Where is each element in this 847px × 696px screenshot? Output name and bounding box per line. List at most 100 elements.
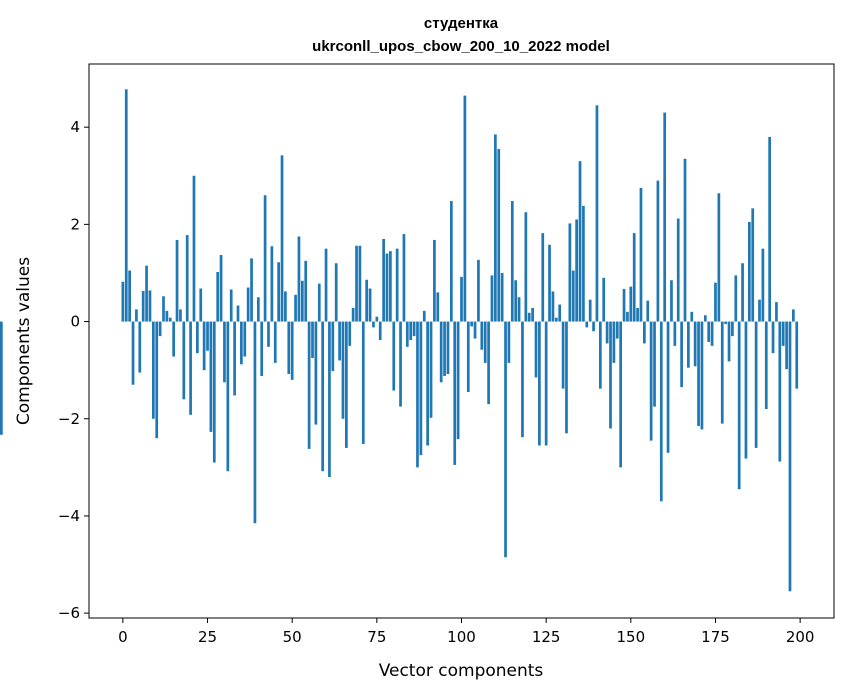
bar-component-undefined	[0, 321, 3, 435]
bar-component-192	[771, 321, 775, 354]
bar-component-133	[571, 270, 575, 322]
bar-component-31	[226, 321, 230, 472]
y-tick-label: 2	[70, 215, 80, 233]
x-tick-label: 75	[367, 628, 386, 646]
bar-component-83	[402, 234, 406, 322]
bar-component-190	[764, 321, 768, 410]
bar-component-105	[477, 259, 480, 322]
bar-component-166	[683, 158, 687, 322]
x-tick-label: 100	[447, 628, 476, 646]
bar-component-171	[700, 321, 704, 430]
bar-component-189	[761, 248, 765, 322]
bar-component-180	[731, 321, 734, 337]
bar-component-21	[192, 175, 196, 322]
bar-component-48	[284, 291, 287, 322]
bar-component-69	[355, 245, 358, 322]
bar-component-154	[643, 321, 646, 344]
bar-component-5	[138, 321, 142, 373]
bar-component-108	[487, 321, 490, 405]
y-tick-label: 4	[70, 118, 80, 136]
bar-component-137	[585, 321, 589, 328]
bar-component-95	[443, 321, 446, 376]
bar-component-53	[300, 280, 304, 322]
bar-component-132	[568, 223, 572, 322]
x-tick-label: 50	[283, 628, 302, 646]
bar-component-115	[510, 201, 514, 322]
bar-component-150	[629, 286, 633, 322]
bar-component-147	[619, 321, 623, 468]
bar-component-155	[646, 300, 650, 322]
bar-component-70	[358, 245, 362, 322]
bar-component-167	[687, 321, 690, 368]
bar-component-38	[250, 258, 253, 322]
bar-component-42	[263, 195, 267, 322]
bar-component-173	[707, 321, 711, 342]
bar-component-80	[392, 321, 396, 391]
bar-component-61	[328, 321, 331, 478]
bar-component-94	[439, 321, 443, 383]
bar-component-90	[426, 321, 429, 446]
bar-component-104	[473, 321, 477, 339]
bar-component-12	[162, 296, 165, 322]
bar-component-33	[233, 321, 236, 396]
bar-component-187	[754, 321, 758, 448]
bar-component-117	[517, 297, 521, 322]
bar-component-128	[554, 317, 558, 322]
bar-component-89	[422, 310, 426, 322]
bar-component-139	[592, 321, 595, 332]
bar-component-1	[124, 89, 128, 322]
x-tick-label: 125	[532, 628, 561, 646]
bar-component-40	[256, 297, 260, 322]
plot-frame	[88, 63, 835, 619]
bar-component-165	[680, 321, 683, 388]
bar-component-162	[670, 280, 673, 322]
bar-component-134	[575, 219, 578, 322]
bar-component-140	[595, 105, 599, 322]
bar-component-18	[182, 321, 186, 400]
bar-component-73	[368, 288, 372, 322]
bar-component-0	[121, 281, 125, 322]
bar-component-114	[507, 321, 511, 363]
bar-component-24	[202, 321, 206, 371]
y-tick-label: 0	[70, 313, 80, 331]
bar-component-84	[405, 321, 409, 347]
bar-component-197	[788, 321, 792, 592]
bar-component-144	[609, 321, 612, 429]
bar-component-176	[717, 193, 721, 322]
bar-component-65	[341, 321, 345, 419]
bar-component-141	[598, 321, 602, 389]
bar-component-88	[419, 321, 423, 456]
bar-component-97	[449, 201, 453, 322]
bar-component-178	[724, 321, 727, 324]
x-tick-label: 0	[118, 628, 128, 646]
bar-component-161	[666, 321, 670, 453]
bar-component-142	[602, 277, 606, 322]
x-tick-label: 200	[786, 628, 815, 646]
bar-component-16	[175, 239, 179, 322]
bar-component-37	[246, 287, 250, 322]
bar-component-123	[538, 321, 541, 446]
x-tick-label: 150	[616, 628, 645, 646]
bar-component-129	[558, 304, 562, 322]
y-tick-label: −6	[58, 604, 80, 622]
bar-component-120	[527, 312, 531, 322]
bar-component-136	[582, 205, 585, 322]
bar-component-118	[521, 321, 524, 438]
bar-component-78	[385, 253, 389, 322]
bar-component-111	[497, 149, 501, 322]
bar-component-57	[314, 321, 318, 425]
bar-component-56	[311, 321, 314, 359]
bar-component-64	[338, 321, 341, 361]
bar-component-10	[155, 321, 159, 439]
bar-component-182	[737, 321, 741, 490]
bar-component-93	[436, 292, 440, 322]
bar-component-58	[317, 283, 321, 322]
bar-component-72	[365, 279, 369, 322]
bar-component-181	[734, 275, 738, 322]
bar-component-91	[429, 321, 433, 418]
bar-component-124	[541, 233, 545, 322]
bar-component-71	[361, 321, 365, 445]
bar-component-6	[141, 290, 145, 322]
bar-component-96	[446, 321, 450, 375]
bar-component-60	[324, 248, 328, 322]
